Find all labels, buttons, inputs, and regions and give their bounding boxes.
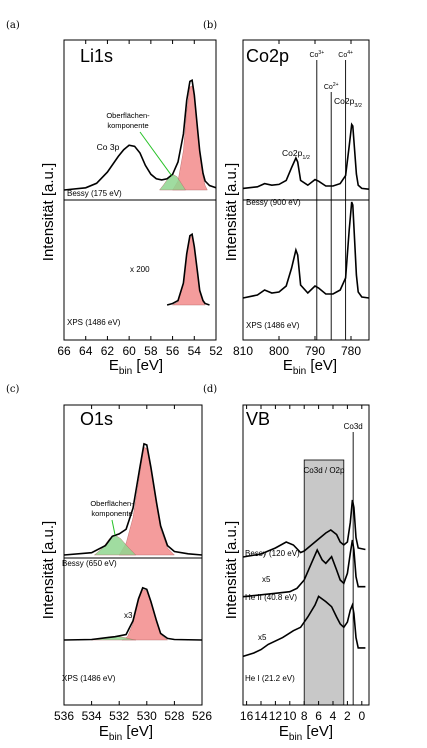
annotation-surface-2: komponente [91, 509, 132, 518]
vb-spectrum-line [242, 539, 366, 598]
panel-b-co2p: (b) Co2p Intensität [a.u.] Ebin [eV] 810… [203, 20, 370, 377]
x-tick-label: 62 [101, 344, 115, 358]
x-axis-label-b: Ebin [eV] [283, 357, 337, 377]
x-tick-label: 4 [330, 709, 337, 723]
spectrum-line [242, 122, 370, 190]
x-tick-label: 52 [209, 344, 223, 358]
panel-label-d: (d) [203, 384, 217, 395]
spectrum-line [63, 78, 217, 191]
x-tick-label: 530 [137, 709, 157, 723]
x-tick-label: 2 [344, 709, 351, 723]
trace-label: XPS (1486 eV) [67, 318, 121, 327]
peak-annotation: Co2p1/2 [282, 148, 310, 161]
spectrum-line [242, 201, 370, 299]
spectrum-line [63, 586, 203, 641]
panel-label-c: (c) [6, 384, 20, 395]
co3d-label: Co3d [344, 422, 363, 431]
fit-component-area [121, 589, 169, 641]
x-tick-label: 810 [233, 344, 253, 358]
x-tick-label: 60 [122, 344, 136, 358]
x-tick-label: 534 [82, 709, 102, 723]
trace-label: Bessy (120 eV) [245, 549, 300, 558]
x-tick-label: 54 [188, 344, 202, 358]
y-axis-label-a: Intensität [a.u.] [40, 163, 57, 261]
peak-annotation-co3p: Co 3p [97, 142, 120, 152]
x-axis-label-d: Ebin [eV] [279, 723, 333, 743]
fit-component-area [172, 85, 208, 191]
x-tick-label: 532 [109, 709, 129, 723]
panel-c-o1s: (c) O1s Intensität [a.u.] Ebin [eV] 536 5… [6, 384, 212, 743]
y-axis-label-c: Intensität [a.u.] [40, 521, 57, 619]
scale-annotation-x5: x5 [262, 575, 271, 584]
panel-label-a: (a) [6, 20, 20, 31]
x-tick-label: 0 [358, 709, 365, 723]
x-tick-label: 56 [166, 344, 180, 358]
annotation-surface-1: Oberflächen- [106, 111, 150, 120]
x-axis-label-c: Ebin [eV] [99, 723, 153, 743]
x-tick-label: 528 [164, 709, 184, 723]
fit-component-area [94, 534, 137, 556]
panel-title-co2p: Co2p [246, 46, 289, 66]
panel-d-vb: (d) VB Intensität [a.u.] Ebin [eV] Co3d … [203, 384, 370, 743]
peak-annotation: Co2p3/2 [334, 96, 362, 109]
panel-title-li1s: Li1s [80, 46, 113, 66]
x-tick-label: 66 [57, 344, 71, 358]
spectrum-line [63, 442, 203, 556]
spectrum-line [166, 232, 210, 306]
annotation-pointer [111, 519, 116, 536]
reference-label: Co2+ [324, 82, 339, 91]
x-tick-label: 780 [341, 344, 361, 358]
panel-a-li1s: (a) Li1s Intensität [a.u.] Ebin [eV] 66 6… [6, 20, 223, 377]
x-tick-label: 58 [144, 344, 158, 358]
shaded-region-label: Co3d / O2p [304, 466, 345, 475]
x-tick-label: 12 [269, 709, 283, 723]
x-tick-label: 6 [315, 709, 322, 723]
x-tick-label: 14 [254, 709, 268, 723]
x-axis-label-a: Ebin [eV] [109, 357, 163, 377]
annotation-surface-1: Oberflächen- [90, 499, 134, 508]
reference-label: Co4+ [338, 50, 353, 59]
plot-frame [242, 39, 370, 341]
y-axis-label-b: Intensität [a.u.] [223, 163, 240, 261]
scale-annotation-x3: x3 [124, 611, 133, 620]
trace-label: XPS (1486 eV) [62, 674, 116, 683]
x-tick-label: 8 [301, 709, 308, 723]
x-tick-label: 526 [192, 709, 212, 723]
x-tick-label: 790 [305, 344, 325, 358]
x-tick-label: 536 [54, 709, 74, 723]
x-tick-label: 16 [240, 709, 254, 723]
x-tick-label: 10 [283, 709, 297, 723]
scale-annotation-x200: x 200 [130, 265, 150, 274]
annotation-pointer [139, 131, 172, 176]
trace-label: XPS (1486 eV) [246, 321, 300, 330]
x-tick-label: 800 [269, 344, 289, 358]
annotation-surface-2: komponente [107, 121, 148, 130]
trace-label: He I (21.2 eV) [245, 674, 295, 683]
scale-annotation-x5: x5 [258, 633, 267, 642]
trace-label: Bessy (175 eV) [67, 189, 122, 198]
co3d-o2p-shaded-region [303, 459, 345, 706]
panel-title-vb: VB [246, 409, 270, 429]
trace-label: Bessy (900 eV) [246, 198, 301, 207]
reference-label: Co3+ [309, 50, 324, 59]
panel-label-b: (b) [203, 20, 217, 31]
panel-title-o1s: O1s [80, 409, 113, 429]
y-axis-label-d: Intensität [a.u.] [223, 521, 240, 619]
trace-label: He II (40.8 eV) [245, 593, 297, 602]
plot-frame [242, 404, 370, 706]
x-tick-label: 64 [79, 344, 93, 358]
trace-label: Bessy (650 eV) [62, 559, 117, 568]
